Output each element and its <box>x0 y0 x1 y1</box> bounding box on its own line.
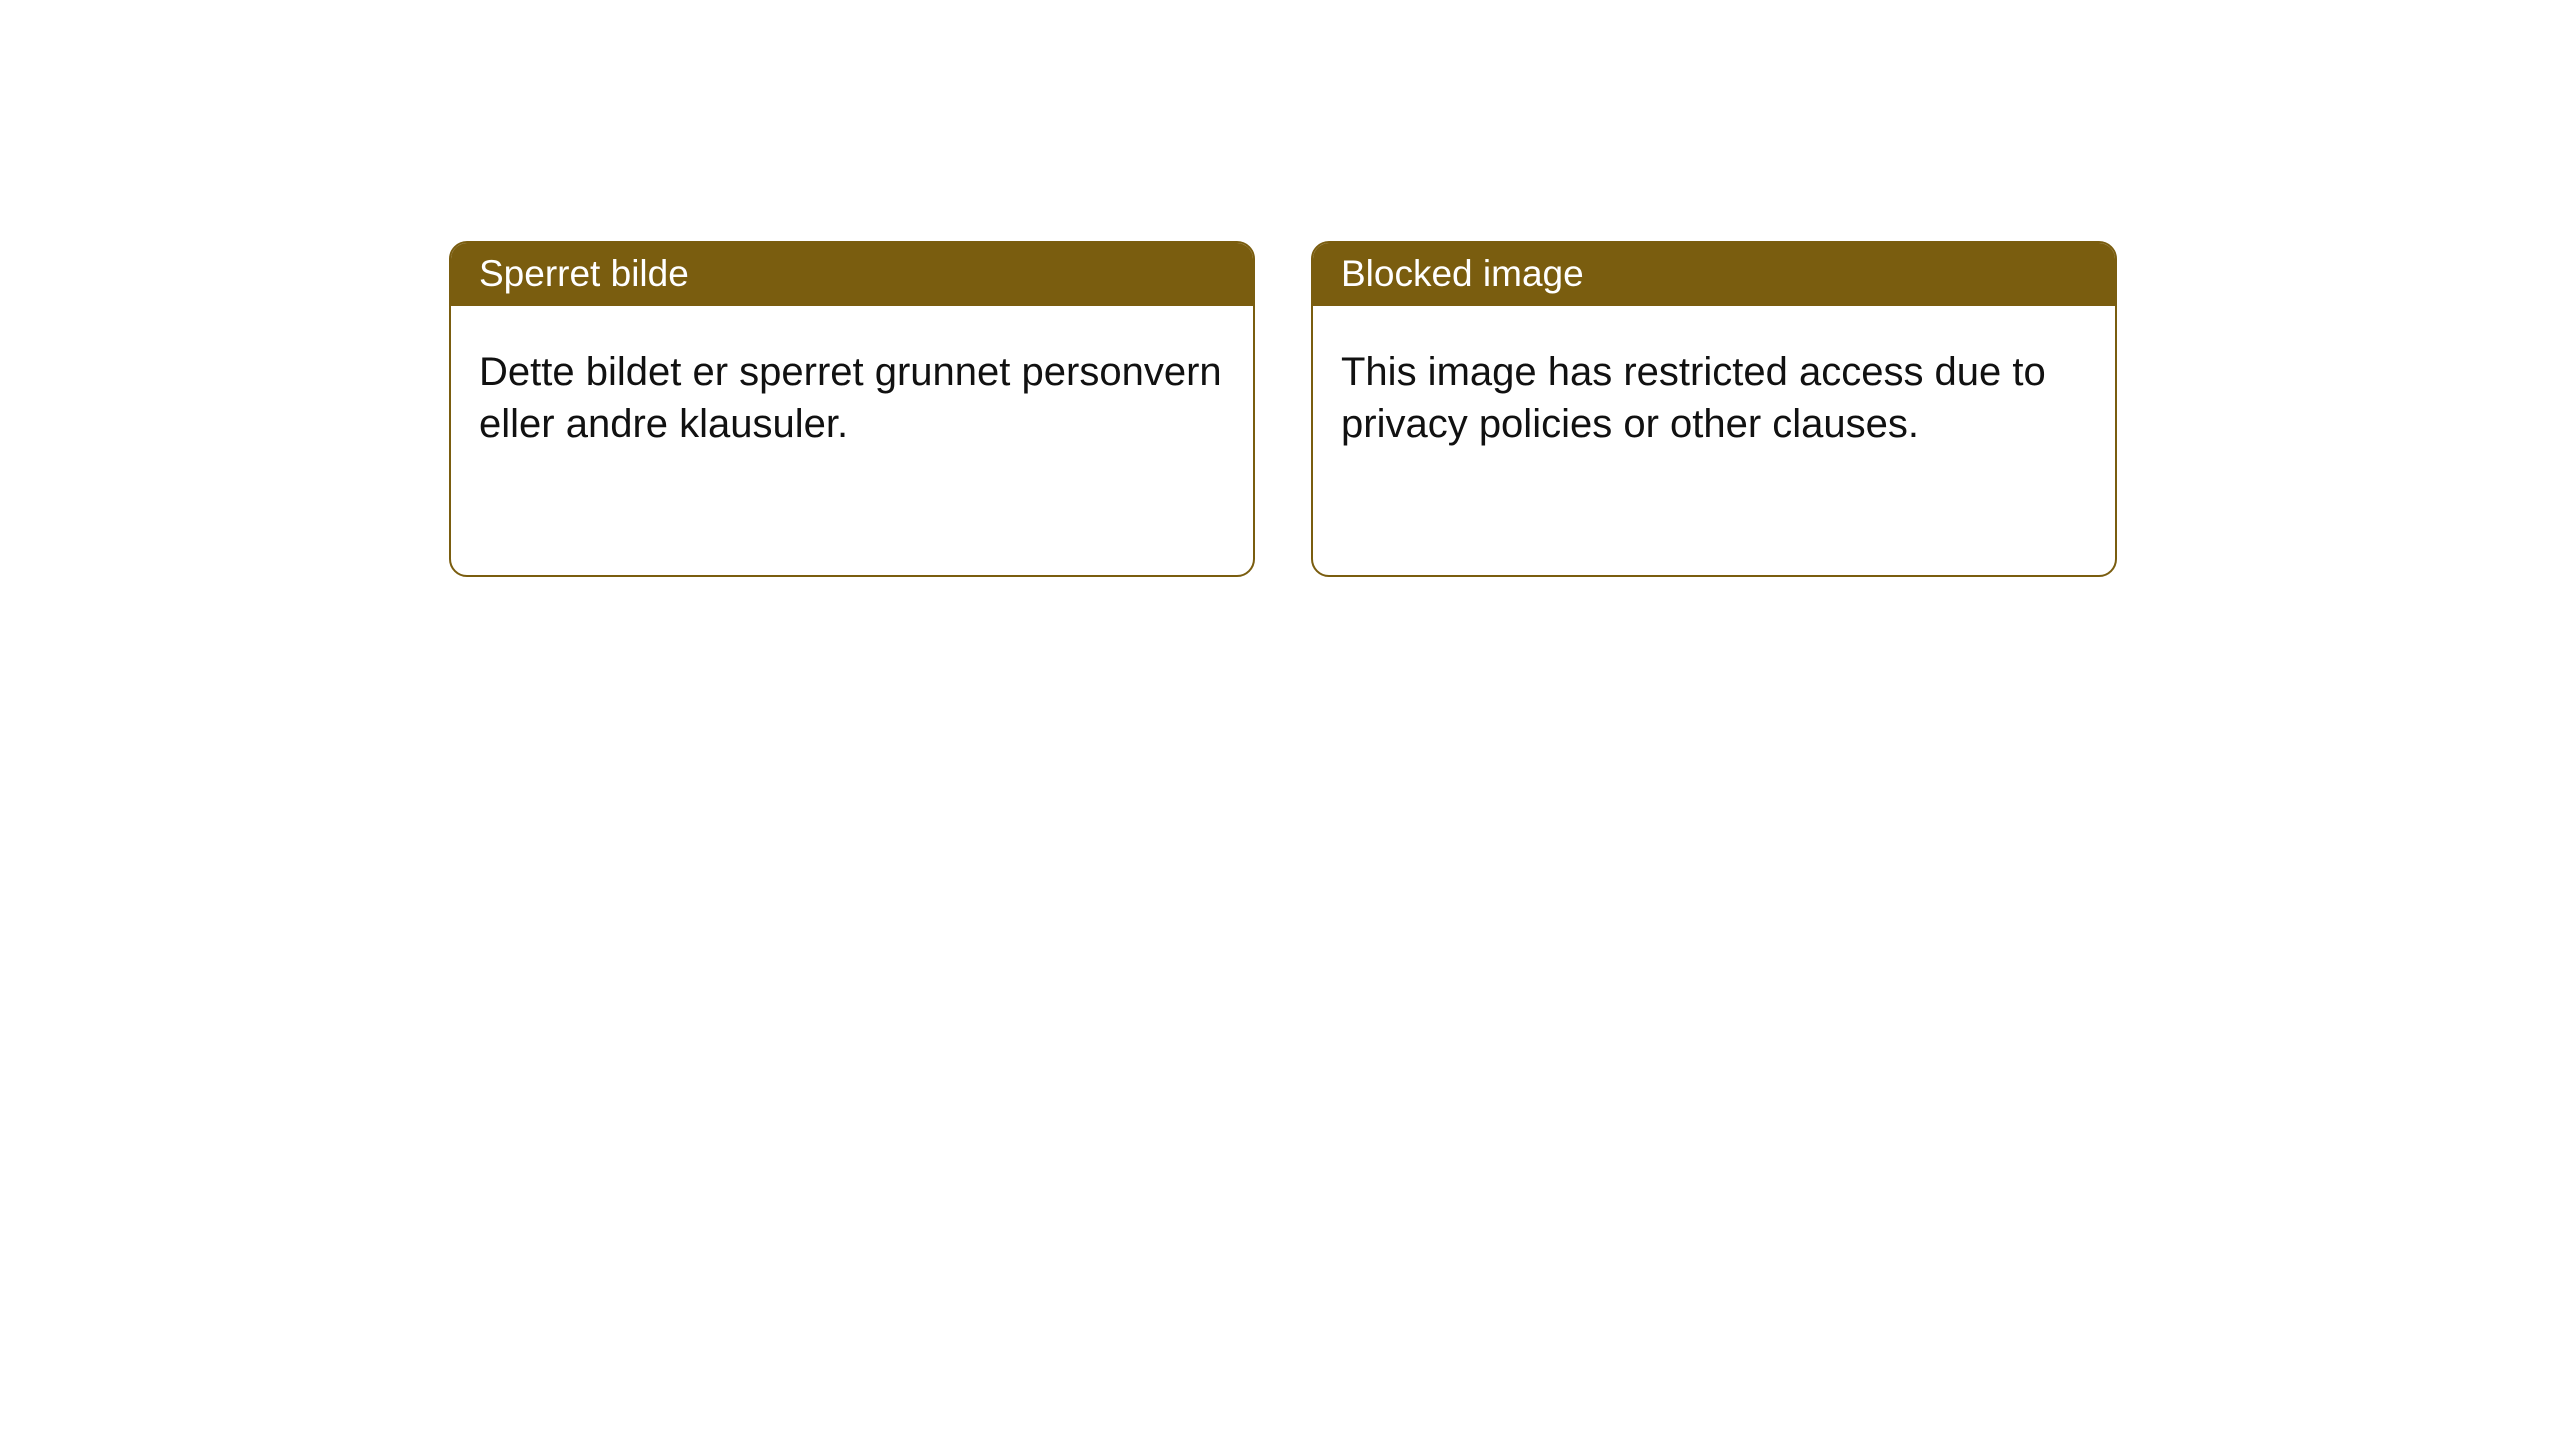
card-header: Sperret bilde <box>451 243 1253 306</box>
notice-card-norwegian: Sperret bilde Dette bildet er sperret gr… <box>449 241 1255 577</box>
notice-card-english: Blocked image This image has restricted … <box>1311 241 2117 577</box>
card-body: This image has restricted access due to … <box>1313 306 2115 490</box>
card-title: Blocked image <box>1341 253 1584 294</box>
card-body-text: Dette bildet er sperret grunnet personve… <box>479 350 1222 446</box>
notice-container: Sperret bilde Dette bildet er sperret gr… <box>0 0 2560 577</box>
card-body-text: This image has restricted access due to … <box>1341 350 2046 446</box>
card-title: Sperret bilde <box>479 253 689 294</box>
card-header: Blocked image <box>1313 243 2115 306</box>
card-body: Dette bildet er sperret grunnet personve… <box>451 306 1253 490</box>
